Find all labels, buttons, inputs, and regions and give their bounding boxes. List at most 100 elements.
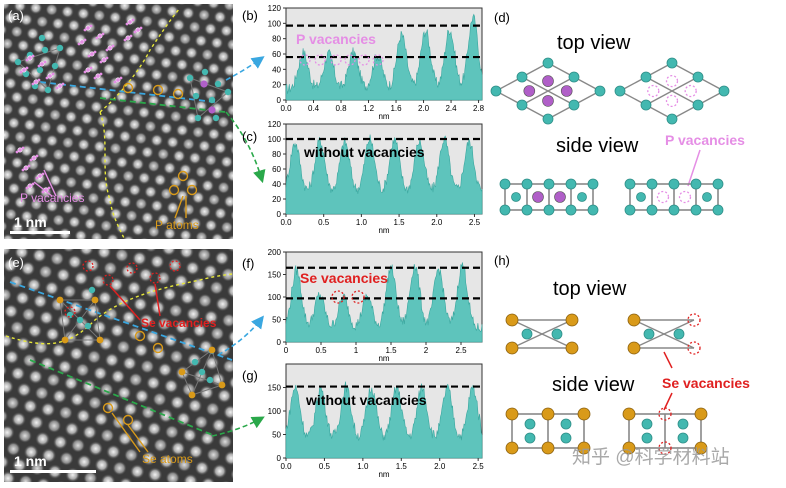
se-vacancy-pointer-1 [109, 285, 141, 321]
se-vacancy-label-h: Se vacancies [662, 375, 750, 391]
top-view-label-h: top view [553, 278, 627, 300]
top-view-vacancy-d [614, 57, 730, 125]
chart-g: 0.0 0.5 1.0 1.5 2.0 2.5 0 50 100 150 nm [268, 363, 485, 479]
se-vacancy-pointer-h1 [663, 351, 673, 369]
p-atom-label-a: P atoms [155, 218, 199, 232]
se-atom-pointer-1 [111, 412, 141, 453]
side-view-label-h: side view [552, 374, 635, 396]
chart-f: 0 0.5 1 1.5 2 2.5 0 50 100 150 200 nm [268, 248, 483, 363]
side-view-vacancy-d [624, 178, 724, 216]
boundary-line-a2 [99, 7, 181, 113]
se-vacancy-pointer-h2 [663, 392, 673, 411]
top-view-pristine-h [505, 313, 579, 355]
panel-h: (h) top view side view Se vacancies [494, 253, 750, 455]
no-vacancy-annotation-c: without vacancies [303, 144, 425, 160]
scalebar-label-a: 1 nm [14, 214, 47, 230]
vacancy-circles-b [299, 54, 384, 66]
y-tick-label-b-3: 60 [272, 50, 281, 59]
y-tick-label-f-1: 50 [272, 316, 281, 325]
scalebar-label-e: 1 nm [14, 453, 47, 469]
x-tick-label-f-2: 1 [354, 346, 359, 355]
arrow-a-to-b [225, 56, 265, 81]
y-tick-label-c-5: 100 [268, 135, 282, 144]
x-tick-label-b-6: 2.4 [445, 104, 457, 113]
side-view-pristine-h [505, 407, 591, 455]
panel-a-label: (a) [8, 8, 24, 23]
p-atom-circles [122, 82, 198, 196]
x-tick-label-c-3: 1.5 [394, 218, 406, 227]
chart-c: 0.0 0.5 1.0 1.5 2.0 2.5 0 20 40 60 80 100 120 nm [268, 120, 483, 235]
y-tick-label-f-3: 150 [268, 271, 282, 280]
x-tick-label-c-2: 1.0 [356, 218, 368, 227]
p-vacancy-pointer-2 [43, 169, 57, 197]
panel-e-label: (e) [8, 255, 24, 270]
x-tick-label-c-4: 2.0 [431, 218, 443, 227]
x-axis-label-c: nm [378, 226, 389, 235]
panel-e: (e) Se vacancies Se atoms 1 nm [4, 249, 233, 482]
side-view-pristine-d [499, 178, 599, 216]
x-tick-label-f-3: 1.5 [385, 346, 397, 355]
chart-b: 0.0 0.4 0.8 1.2 1.6 2.0 2.4 2.8 0 20 40 60 80 100 120 n… [268, 4, 485, 121]
panel-h-label: (h) [494, 253, 510, 268]
x-tick-label-b-5: 2.0 [418, 104, 430, 113]
atom-overlay-e2 [178, 346, 226, 399]
panel-b-label: (b) [242, 8, 258, 23]
boundary-line-e [5, 273, 233, 345]
p-vacancy-pointer-d [687, 149, 701, 187]
x-tick-label-f-1: 0.5 [315, 346, 327, 355]
p-vacancy-pointer-1 [33, 181, 53, 197]
atom-overlay-a2 [186, 68, 232, 122]
no-vacancy-annotation-g: without vacancies [305, 392, 427, 408]
vacancy-circles-f [331, 290, 365, 304]
y-tick-label-b-2: 40 [272, 65, 281, 74]
y-tick-label-g-3: 150 [268, 384, 282, 393]
x-tick-label-b-2: 0.8 [335, 104, 347, 113]
y-tick-label-b-4: 80 [272, 35, 281, 44]
panel-d-label: (d) [494, 10, 510, 25]
y-tick-label-g-1: 50 [272, 431, 281, 440]
profile-area-c [285, 134, 483, 215]
x-tick-label-g-3: 1.5 [396, 462, 408, 471]
se-vacancy-annotation-f: Se vacancies [300, 270, 388, 286]
x-axis-label-g: nm [378, 470, 389, 479]
top-view-label-d: top view [557, 32, 631, 54]
atom-overlay-e1 [56, 286, 104, 344]
x-tick-label-b-3: 1.2 [363, 104, 375, 113]
p-vacancy-annotation-b: P vacancies [296, 31, 376, 47]
vacancy-markers-a [15, 18, 143, 194]
top-view-pristine-d [490, 57, 606, 125]
scalebar-a [10, 231, 70, 234]
panel-g-label: (g) [242, 368, 258, 383]
panel-f-label: (f) [242, 256, 254, 271]
x-tick-label-b-4: 1.6 [390, 104, 402, 113]
x-tick-label-g-4: 2.0 [434, 462, 446, 471]
line-profile-green-a [99, 97, 226, 113]
y-tick-label-b-1: 20 [272, 81, 281, 90]
y-tick-label-f-0: 0 [277, 338, 282, 347]
x-tick-label-g-1: 0.5 [319, 462, 331, 471]
x-tick-label-g-5: 2.5 [473, 462, 485, 471]
x-tick-label-f-0: 0 [284, 346, 289, 355]
y-tick-label-b-6: 120 [268, 4, 282, 13]
p-vacancy-label-a: P vacancies [20, 191, 84, 205]
x-tick-label-g-0: 0.0 [280, 462, 292, 471]
panel-a: (a) P vacancies P atoms 1 nm [4, 4, 233, 241]
side-view-vacancy-h [622, 407, 708, 455]
se-vacancy-label-e: Se vacancies [141, 316, 217, 330]
se-vacancy-pointer-2 [154, 283, 161, 317]
arrow-e-to-g [211, 416, 265, 437]
se-atom-pointer-2 [127, 424, 149, 453]
x-tick-label-g-2: 1.0 [357, 462, 369, 471]
p-atom-pointer-1 [174, 195, 184, 219]
profile-area-b [285, 13, 483, 101]
x-axis-label-b: nm [378, 112, 389, 121]
line-profile-green-e [29, 359, 216, 437]
se-atom-circles [102, 330, 164, 426]
profile-area-f [285, 262, 483, 343]
y-tick-label-b-5: 100 [268, 19, 282, 28]
x-tick-label-f-5: 2.5 [455, 346, 467, 355]
y-tick-label-g-0: 0 [277, 454, 282, 463]
y-tick-label-b-0: 0 [277, 96, 282, 105]
x-tick-label-c-1: 0.5 [318, 218, 330, 227]
